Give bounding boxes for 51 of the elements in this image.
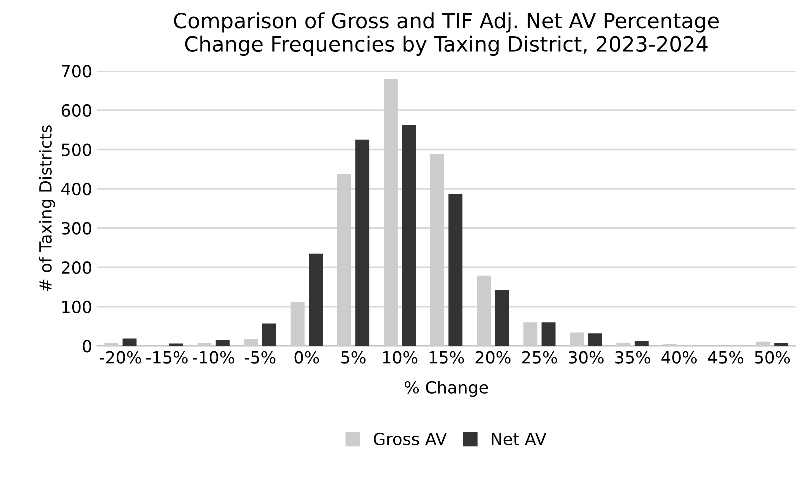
y-tick-label: 200 [62,262,92,274]
bar [634,341,649,346]
y-tick-label: 0 [83,340,92,353]
bar [402,125,416,346]
bar [384,79,398,346]
bar [262,324,276,346]
bar [524,322,538,346]
y-tick-label: 400 [62,182,92,196]
x-tick-label: 5% [342,351,366,364]
x-tick-label: -10% [193,351,234,364]
y-tick-label: 300 [62,222,92,235]
bar [495,290,510,346]
y-tick-label: 500 [62,144,92,156]
x-tick-label: 45% [708,351,744,364]
bar [616,343,631,346]
legend-label: Gross AV [374,432,447,446]
y-tick-label: 600 [62,104,92,118]
y-tick-label: 700 [62,65,92,78]
bar [104,343,119,346]
y-tick-label: 100 [62,300,92,314]
x-tick-label: 20% [476,351,511,364]
bar [290,302,305,346]
x-tick-label: 15% [430,351,464,364]
x-tick-label: 40% [662,351,697,364]
bar [774,343,789,346]
bar [430,154,445,346]
bar [448,194,463,346]
x-tick-label: -5% [244,351,276,364]
bar [356,140,370,346]
x-tick-label: 10% [383,351,418,364]
bar [337,174,352,346]
bar [477,276,492,346]
bar [542,322,556,346]
bar [309,254,323,346]
bar [244,339,258,346]
y-axis-title: # of Taxing Districts [39,126,56,292]
x-tick-label: 25% [522,351,558,364]
bar [216,340,230,346]
x-tick-label: 30% [569,351,604,364]
x-tick-label: -20% [100,351,142,364]
bar [756,342,770,346]
x-tick-label: 50% [755,351,790,364]
x-tick-label: 35% [616,351,650,364]
bar [570,332,584,346]
bar [122,338,137,346]
x-tick-label: 0% [294,351,320,364]
chart-title: Comparison of Gross and TIF Adj. Net AV Percentage Change Frequencies by Taxing District, 2023-2024 [174,12,719,56]
bar [588,334,602,346]
x-tick-label: -15% [146,351,188,364]
x-axis-title: % Change [405,381,488,398]
legend-label: Net AV [492,433,547,446]
